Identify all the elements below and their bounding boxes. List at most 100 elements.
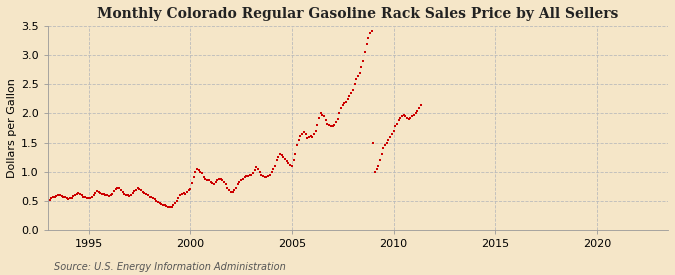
- Point: [285, 163, 296, 167]
- Point: [307, 134, 318, 139]
- Point: [144, 194, 155, 199]
- Point: [249, 168, 260, 173]
- Point: [159, 203, 170, 208]
- Point: [256, 172, 267, 177]
- Point: [110, 187, 121, 191]
- Point: [229, 188, 240, 192]
- Point: [227, 190, 238, 194]
- Point: [149, 197, 160, 201]
- Point: [103, 194, 114, 198]
- Point: [402, 116, 412, 120]
- Point: [281, 159, 292, 163]
- Point: [405, 116, 416, 120]
- Point: [126, 193, 136, 197]
- Point: [59, 195, 70, 199]
- Point: [369, 169, 380, 174]
- Point: [298, 130, 309, 134]
- Point: [63, 197, 74, 201]
- Point: [165, 205, 176, 209]
- Point: [407, 114, 418, 119]
- Point: [72, 191, 82, 196]
- Point: [234, 180, 245, 184]
- Point: [158, 203, 169, 207]
- Point: [354, 71, 365, 75]
- Point: [180, 191, 190, 196]
- Point: [113, 186, 124, 191]
- Point: [221, 182, 232, 187]
- Point: [358, 59, 369, 63]
- Point: [66, 196, 77, 200]
- Point: [76, 193, 87, 198]
- Point: [151, 199, 162, 203]
- Point: [261, 175, 272, 180]
- Point: [258, 174, 269, 178]
- Point: [293, 138, 304, 142]
- Point: [251, 165, 262, 169]
- Point: [161, 204, 172, 208]
- Point: [312, 123, 323, 127]
- Point: [122, 193, 133, 198]
- Point: [315, 111, 326, 116]
- Point: [156, 202, 167, 207]
- Point: [95, 191, 106, 195]
- Point: [290, 152, 301, 156]
- Point: [378, 146, 389, 151]
- Point: [383, 138, 394, 142]
- Point: [414, 106, 425, 110]
- Point: [385, 134, 396, 139]
- Point: [392, 122, 402, 126]
- Point: [412, 108, 423, 113]
- Point: [239, 175, 250, 180]
- Point: [342, 97, 353, 101]
- Point: [90, 190, 101, 195]
- Point: [324, 123, 335, 127]
- Point: [268, 167, 279, 171]
- Point: [395, 116, 406, 120]
- Point: [155, 201, 165, 205]
- Point: [85, 196, 96, 200]
- Point: [351, 76, 362, 81]
- Point: [246, 172, 256, 177]
- Point: [93, 190, 104, 194]
- Point: [288, 158, 299, 162]
- Point: [207, 181, 217, 185]
- Point: [238, 176, 248, 181]
- Point: [51, 194, 62, 198]
- Point: [327, 124, 338, 128]
- Point: [334, 111, 345, 116]
- Point: [105, 193, 116, 198]
- Point: [265, 172, 275, 177]
- Point: [202, 178, 213, 182]
- Point: [142, 193, 153, 198]
- Point: [97, 191, 107, 196]
- Point: [56, 194, 67, 198]
- Point: [259, 175, 270, 180]
- Point: [198, 175, 209, 180]
- Point: [186, 181, 197, 185]
- Point: [241, 174, 252, 178]
- Point: [185, 187, 196, 191]
- Point: [47, 194, 58, 199]
- Point: [112, 186, 123, 190]
- Point: [176, 191, 187, 196]
- Point: [242, 174, 253, 178]
- Point: [263, 174, 273, 178]
- Point: [313, 116, 324, 120]
- Point: [319, 114, 329, 119]
- Point: [163, 204, 173, 209]
- Title: Monthly Colorado Regular Gasoline Rack Sales Price by All Sellers: Monthly Colorado Regular Gasoline Rack S…: [97, 7, 619, 21]
- Point: [54, 193, 65, 198]
- Point: [308, 132, 319, 136]
- Point: [404, 117, 414, 122]
- Point: [339, 101, 350, 105]
- Point: [190, 169, 200, 174]
- Point: [368, 140, 379, 145]
- Point: [231, 186, 242, 190]
- Point: [394, 118, 404, 123]
- Point: [331, 120, 342, 124]
- Point: [362, 36, 373, 40]
- Point: [283, 161, 294, 165]
- Point: [188, 175, 199, 180]
- Point: [196, 170, 207, 175]
- Point: [92, 189, 103, 193]
